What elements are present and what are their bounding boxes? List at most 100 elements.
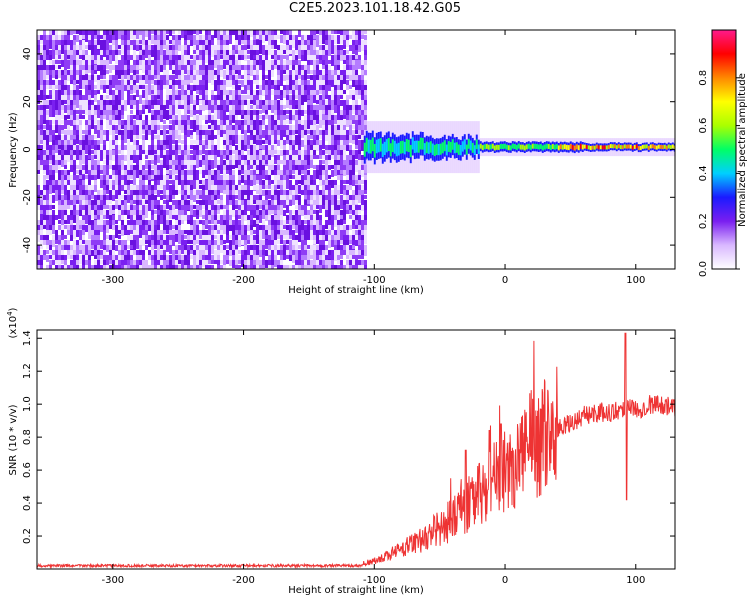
noise-cell — [91, 225, 94, 231]
noise-cell — [244, 255, 247, 261]
noise-cell — [118, 180, 121, 188]
noise-cell — [115, 195, 118, 199]
noise-cell — [304, 185, 307, 193]
noise-cell — [151, 265, 154, 269]
noise-cell — [235, 100, 238, 108]
noise-cell — [316, 65, 319, 74]
noise-cell — [145, 175, 148, 180]
noise-cell — [52, 175, 55, 180]
noise-cell — [187, 105, 190, 111]
noise-cell — [295, 200, 298, 204]
noise-cell — [319, 90, 322, 94]
noise-cell — [73, 115, 76, 120]
noise-cell — [196, 250, 199, 258]
noise-cell — [334, 235, 337, 243]
noise-cell — [190, 55, 193, 59]
noise-cell — [223, 155, 226, 159]
noise-cell — [304, 80, 307, 87]
noise-cell — [250, 150, 253, 155]
noise-cell — [166, 155, 169, 166]
noise-cell — [49, 30, 52, 37]
noise-cell — [349, 210, 352, 214]
noise-cell — [91, 120, 94, 126]
noise-cell — [196, 85, 199, 91]
noise-cell — [214, 225, 217, 234]
signal-core — [489, 144, 492, 150]
noise-cell — [79, 100, 82, 107]
noise-cell — [181, 255, 184, 263]
noise-cell — [64, 55, 67, 66]
noise-cell — [193, 50, 196, 54]
signal-core — [369, 139, 372, 154]
noise-cell — [139, 95, 142, 104]
noise-cell — [190, 130, 193, 138]
signal-core — [465, 144, 468, 155]
noise-cell — [175, 165, 178, 174]
noise-cell — [136, 45, 139, 51]
noise-cell — [196, 150, 199, 157]
noise-cell — [178, 30, 181, 34]
noise-cell — [271, 160, 274, 166]
noise-cell — [58, 165, 61, 169]
noise-cell — [145, 195, 148, 200]
noise-cell — [271, 200, 274, 207]
noise-cell — [340, 115, 343, 122]
noise-cell — [154, 125, 157, 131]
noise-cell — [253, 105, 256, 110]
noise-cell — [184, 235, 187, 239]
noise-cell — [109, 165, 112, 169]
noise-cell — [61, 40, 64, 49]
noise-cell — [199, 220, 202, 224]
noise-cell — [103, 140, 106, 145]
noise-cell — [325, 135, 328, 141]
noise-cell — [226, 65, 229, 73]
noise-cell — [343, 230, 346, 238]
noise-cell — [94, 155, 97, 159]
noise-cell — [289, 115, 292, 120]
noise-cell — [67, 135, 70, 144]
noise-cell — [94, 65, 97, 71]
noise-cell — [163, 130, 166, 135]
noise-cell — [328, 65, 331, 72]
noise-cell — [169, 265, 172, 269]
signal-core — [585, 145, 588, 149]
noise-cell — [220, 130, 223, 137]
noise-cell — [202, 95, 205, 100]
noise-cell — [223, 110, 226, 117]
noise-cell — [166, 190, 169, 199]
noise-cell — [250, 100, 253, 104]
noise-cell — [355, 250, 358, 255]
noise-cell — [340, 150, 343, 159]
noise-cell — [343, 205, 346, 214]
noise-cell — [142, 50, 145, 59]
noise-cell — [235, 50, 238, 54]
noise-cell — [298, 210, 301, 216]
noise-cell — [307, 120, 310, 127]
noise-cell — [154, 195, 157, 203]
noise-cell — [112, 30, 115, 38]
noise-cell — [115, 125, 118, 134]
noise-cell — [361, 255, 364, 259]
noise-cell — [190, 195, 193, 200]
noise-cell — [58, 50, 61, 56]
noise-cell — [337, 175, 340, 180]
noise-cell — [292, 245, 295, 250]
noise-cell — [118, 160, 121, 166]
noise-cell — [169, 225, 172, 230]
noise-cell — [361, 235, 364, 240]
noise-cell — [265, 125, 268, 132]
noise-cell — [94, 260, 97, 269]
noise-cell — [214, 55, 217, 64]
signal-core — [439, 143, 442, 155]
noise-cell — [178, 85, 181, 89]
noise-cell — [244, 195, 247, 199]
noise-cell — [286, 255, 289, 259]
noise-cell — [178, 260, 181, 264]
noise-cell — [241, 160, 244, 165]
noise-cell — [250, 160, 253, 167]
noise-cell — [199, 200, 202, 209]
noise-cell — [112, 265, 115, 269]
noise-cell — [175, 265, 178, 269]
noise-cell — [175, 120, 178, 127]
noise-cell — [202, 255, 205, 262]
